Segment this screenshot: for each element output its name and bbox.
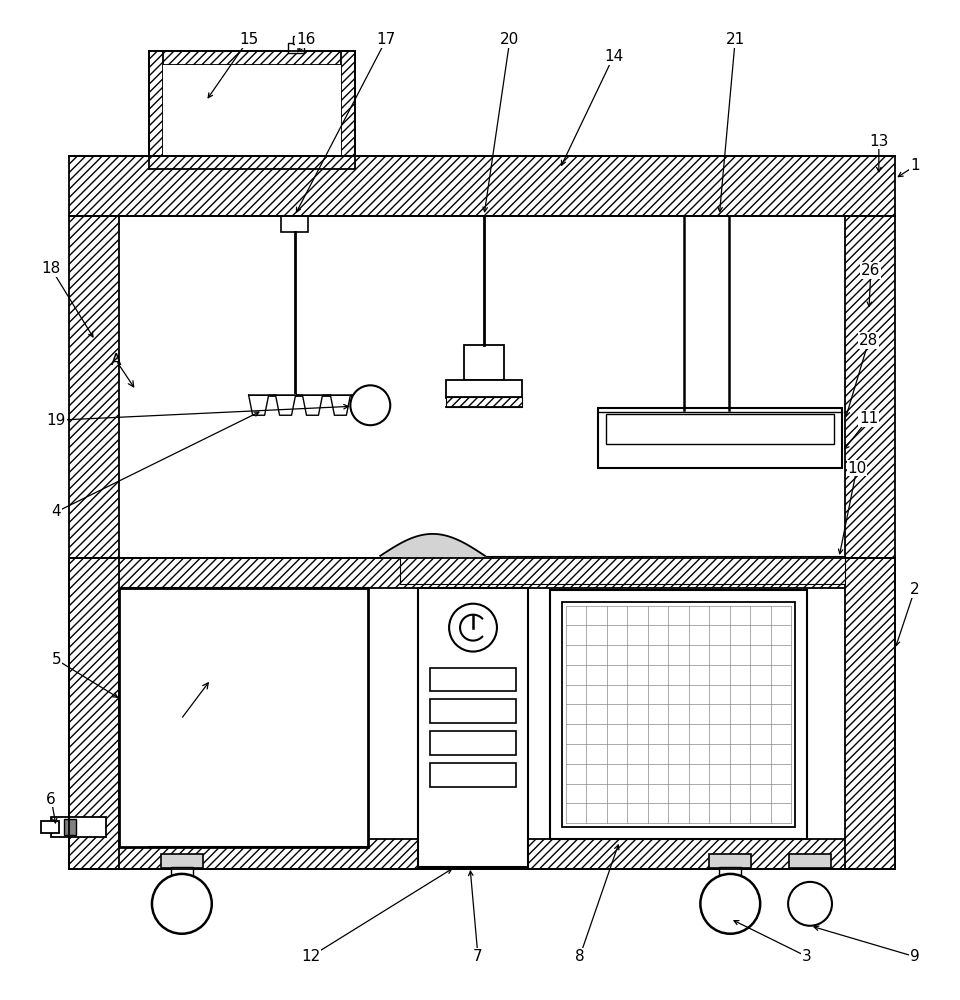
Bar — [430, 763, 516, 787]
Text: 1: 1 — [910, 158, 920, 173]
Bar — [430, 668, 516, 691]
Bar — [69, 839, 895, 869]
Bar — [163, 65, 342, 155]
Bar — [430, 699, 516, 723]
Bar — [288, 43, 303, 53]
Text: 28: 28 — [859, 333, 878, 348]
Text: 15: 15 — [239, 32, 258, 47]
Bar — [41, 821, 60, 833]
Text: 4: 4 — [52, 504, 61, 519]
Text: 13: 13 — [869, 134, 889, 149]
Bar — [149, 51, 163, 169]
Circle shape — [788, 882, 832, 926]
Bar — [149, 155, 355, 169]
Bar — [64, 819, 76, 835]
Polygon shape — [302, 395, 323, 415]
Text: 10: 10 — [848, 461, 867, 476]
Text: 17: 17 — [376, 32, 396, 47]
Circle shape — [152, 874, 212, 934]
Bar — [149, 51, 355, 65]
Bar — [342, 51, 355, 169]
Bar — [293, 36, 299, 44]
Text: 16: 16 — [296, 32, 315, 47]
Bar — [161, 854, 203, 868]
Text: 7: 7 — [473, 949, 483, 964]
Text: 6: 6 — [46, 792, 56, 807]
Text: A: A — [110, 353, 121, 368]
Bar — [430, 731, 516, 755]
Bar — [69, 558, 895, 588]
Text: 14: 14 — [604, 49, 623, 64]
Bar — [719, 867, 741, 879]
Text: 3: 3 — [803, 949, 812, 964]
Bar — [51, 817, 107, 837]
Polygon shape — [276, 395, 296, 415]
Text: 8: 8 — [575, 949, 585, 964]
Bar — [789, 854, 831, 868]
Text: 5: 5 — [52, 652, 61, 667]
Bar — [446, 397, 522, 407]
Bar — [119, 588, 369, 847]
Bar — [446, 380, 522, 398]
Bar — [598, 408, 842, 468]
Bar — [562, 602, 795, 827]
Bar — [69, 216, 119, 824]
Text: 20: 20 — [500, 32, 519, 47]
Text: 21: 21 — [726, 32, 745, 47]
Text: 18: 18 — [41, 261, 60, 276]
Bar — [709, 854, 752, 868]
Text: 19: 19 — [46, 413, 66, 428]
Text: 9: 9 — [910, 949, 920, 964]
Bar — [280, 216, 308, 232]
Bar — [606, 414, 834, 444]
Polygon shape — [249, 395, 269, 415]
Bar — [171, 867, 193, 879]
Circle shape — [449, 604, 497, 652]
Bar — [845, 216, 895, 565]
Polygon shape — [330, 395, 350, 415]
Circle shape — [701, 874, 760, 934]
Text: 11: 11 — [859, 411, 878, 426]
Bar — [419, 588, 528, 867]
Bar — [464, 345, 504, 380]
Text: 26: 26 — [861, 263, 880, 278]
Bar — [69, 558, 119, 869]
Text: 12: 12 — [300, 949, 320, 964]
Bar — [69, 156, 895, 216]
Bar — [550, 590, 807, 839]
Bar — [400, 556, 845, 584]
Circle shape — [350, 385, 391, 425]
Bar — [845, 558, 895, 869]
Text: 2: 2 — [910, 582, 920, 597]
